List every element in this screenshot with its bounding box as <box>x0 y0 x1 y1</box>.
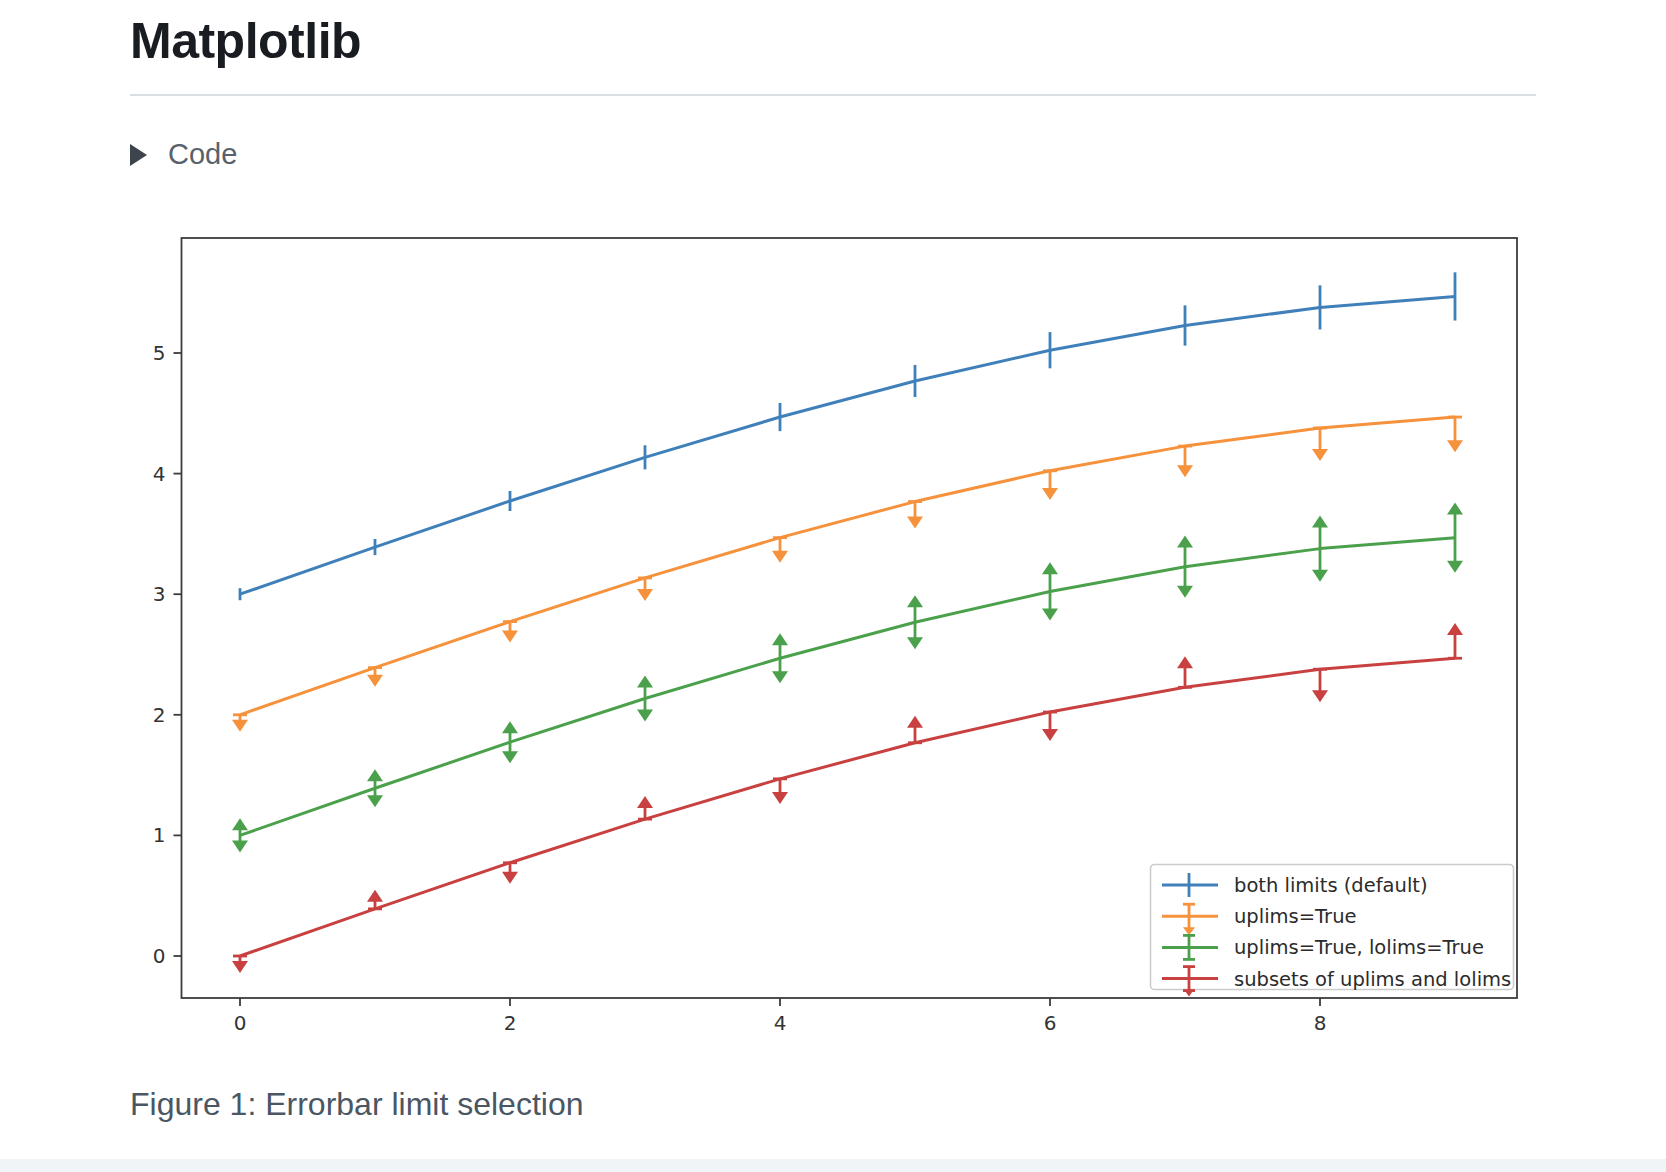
caret-up-icon <box>1177 656 1193 668</box>
caret-down-icon <box>367 675 383 687</box>
figure-caption: Figure 1: Errorbar limit selection <box>130 1086 583 1123</box>
caret-down-icon <box>1447 561 1463 573</box>
caret-up-icon <box>1447 503 1463 515</box>
y-tick-label: 5 <box>153 341 166 365</box>
caret-up-icon <box>637 796 653 808</box>
y-tick-label: 0 <box>153 944 166 968</box>
series-line <box>240 538 1455 836</box>
caret-down-icon <box>907 637 923 649</box>
caret-down-icon <box>1312 570 1328 582</box>
caret-down-icon <box>502 631 518 643</box>
caret-up-icon <box>637 675 653 687</box>
caret-up-icon <box>367 890 383 902</box>
caret-down-icon <box>1447 440 1463 452</box>
y-tick-label: 2 <box>153 703 166 727</box>
caret-down-icon <box>772 551 788 563</box>
caret-up-icon <box>772 633 788 645</box>
legend-label: subsets of uplims and lolims <box>1234 968 1511 991</box>
caret-down-icon <box>1177 586 1193 598</box>
caret-down-icon <box>502 872 518 884</box>
caret-down-icon <box>367 795 383 807</box>
series-uplims-true-lolims-true <box>232 503 1463 853</box>
caret-down-icon <box>232 961 248 973</box>
caret-up-icon <box>367 769 383 781</box>
x-tick-label: 2 <box>504 1011 517 1035</box>
caret-down-icon <box>1312 449 1328 461</box>
caret-down-icon <box>1042 729 1058 741</box>
series-line <box>240 296 1455 594</box>
x-tick-label: 4 <box>774 1011 787 1035</box>
caret-down-icon <box>1042 488 1058 500</box>
figure-container: 0 2 4 6 8 0 1 2 3 4 5 both limits (default) uplims=T… <box>0 0 1666 1172</box>
legend-label: uplims=True, lolims=True <box>1234 936 1484 959</box>
caret-down-icon <box>637 710 653 722</box>
errorbar-chart: 0 2 4 6 8 0 1 2 3 4 5 both limits (default) uplims=T… <box>0 0 1666 1172</box>
caret-up-icon <box>1312 516 1328 528</box>
y-tick-label: 1 <box>153 823 166 847</box>
series-both-limits-default <box>240 272 1455 600</box>
caret-down-icon <box>907 517 923 529</box>
caret-up-icon <box>907 716 923 728</box>
caret-up-icon <box>1447 623 1463 635</box>
caret-down-icon <box>232 840 248 852</box>
caret-up-icon <box>232 818 248 830</box>
legend-label: uplims=True <box>1234 905 1356 928</box>
x-tick-label: 0 <box>234 1011 247 1035</box>
x-tick-label: 8 <box>1314 1011 1327 1035</box>
caret-down-icon <box>232 720 248 732</box>
caret-up-icon <box>1042 562 1058 574</box>
y-tick-label: 4 <box>153 462 166 486</box>
caret-down-icon <box>772 671 788 683</box>
caret-down-icon <box>1312 690 1328 702</box>
caret-down-icon <box>1042 609 1058 621</box>
caret-down-icon <box>772 792 788 804</box>
series-line <box>240 417 1455 715</box>
legend-label: both limits (default) <box>1234 874 1428 897</box>
legend: both limits (default) uplims=True uplims=T… <box>1151 865 1514 997</box>
caret-down-icon <box>1177 465 1193 477</box>
series-uplims-true <box>232 417 1463 732</box>
bottom-strip <box>0 1159 1666 1172</box>
caret-up-icon <box>1177 536 1193 548</box>
caret-down-icon <box>1184 990 1194 997</box>
y-tick-label: 3 <box>153 582 166 606</box>
caret-up-icon <box>502 721 518 733</box>
caret-down-icon <box>502 751 518 763</box>
caret-up-icon <box>907 595 923 607</box>
caret-down-icon <box>637 589 653 601</box>
x-tick-label: 6 <box>1044 1011 1057 1035</box>
